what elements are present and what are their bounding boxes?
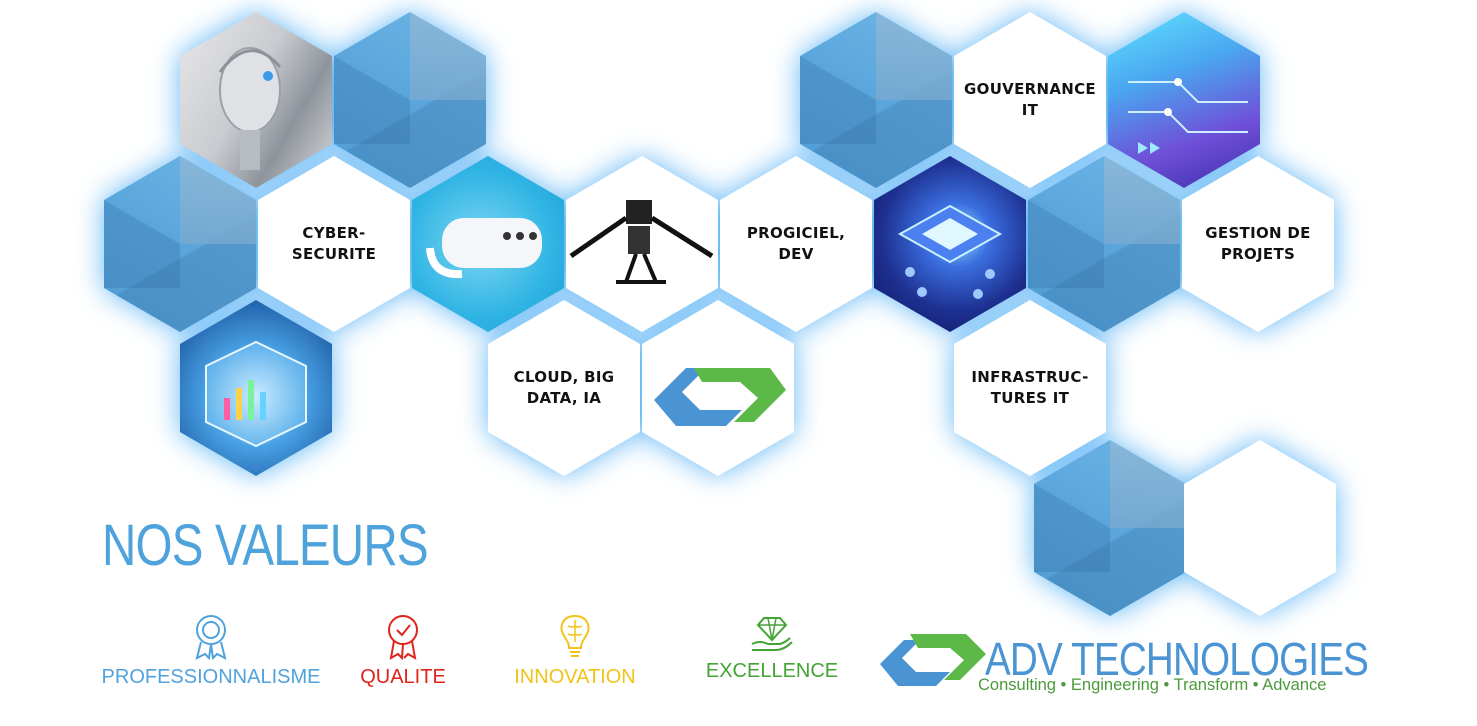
value-innovation: INNOVATION — [500, 612, 650, 689]
brand-name: ADV TECHNOLOGIES — [985, 633, 1369, 685]
value-label: QUALITE — [360, 666, 446, 688]
decorative-cube-hex — [800, 12, 952, 188]
adv-brand-logo-icon — [880, 634, 986, 686]
value-excellence: EXCELLENCE — [700, 610, 844, 683]
quality-ribbon-icon — [388, 615, 418, 660]
decorative-cube-hex — [104, 156, 256, 332]
vr-headset-image — [412, 156, 564, 332]
hex-gouvernance-label: GOUVERNANCE IT — [964, 80, 1096, 119]
decorative-cube-hex — [1034, 440, 1186, 616]
value-professionnalisme: PROFESSIONNALISME — [100, 612, 322, 689]
value-label: INNOVATION — [514, 666, 636, 688]
data-cube-image — [180, 300, 332, 476]
hex-infrastructures: INFRASTRUC- TURES IT — [954, 300, 1106, 476]
circuit-lines-icon — [1128, 78, 1248, 154]
hex-gestion-label: GESTION DE PROJETS — [1205, 224, 1311, 263]
award-badge-icon — [195, 615, 227, 660]
hex-progiciel: PROGICIEL, DEV — [720, 156, 872, 332]
hex-cyber-label: CYBER- SECURITE — [291, 224, 377, 263]
hex-cluster: GOUVERNANCE IT CYBER- SECURITE PROGICIEL… — [0, 0, 1477, 620]
vr-headset-icon — [426, 218, 542, 279]
processor-chip-icon — [897, 204, 1003, 299]
decorative-cube-hex — [1028, 156, 1180, 332]
values-title: NOS VALEURS — [102, 513, 429, 578]
drone-image — [566, 156, 718, 332]
hex-gouvernance: GOUVERNANCE IT — [954, 12, 1106, 188]
hex-logo — [642, 300, 794, 476]
value-label: EXCELLENCE — [705, 660, 839, 682]
hex-cybersecurite: CYBER- SECURITE — [258, 156, 410, 332]
value-qualite: QUALITE — [348, 612, 458, 689]
brand-tagline: Consulting • Engineering • Transform • A… — [978, 676, 1327, 694]
drone-icon — [569, 200, 714, 284]
diamond-hand-icon — [751, 617, 793, 651]
adv-logo-icon — [654, 368, 786, 426]
hex-cloud: CLOUD, BIG DATA, IA — [488, 300, 640, 476]
data-cube-icon — [205, 340, 307, 448]
decorative-cube-hex — [334, 12, 486, 188]
robot-image — [180, 12, 332, 188]
robot-head-icon — [218, 47, 282, 170]
hex-cloud-label: CLOUD, BIG DATA, IA — [513, 368, 615, 407]
circuit-image — [1108, 12, 1260, 188]
lightbulb-brain-icon — [560, 614, 590, 657]
value-label: PROFESSIONNALISME — [101, 666, 321, 688]
hex-progiciel-label: PROGICIEL, DEV — [746, 224, 846, 263]
hex-gestion: GESTION DE PROJETS — [1182, 156, 1334, 332]
decorative-white-hex — [1184, 440, 1336, 616]
chip-image — [874, 156, 1026, 332]
hex-infrastructures-label: INFRASTRUC- TURES IT — [971, 368, 1089, 407]
